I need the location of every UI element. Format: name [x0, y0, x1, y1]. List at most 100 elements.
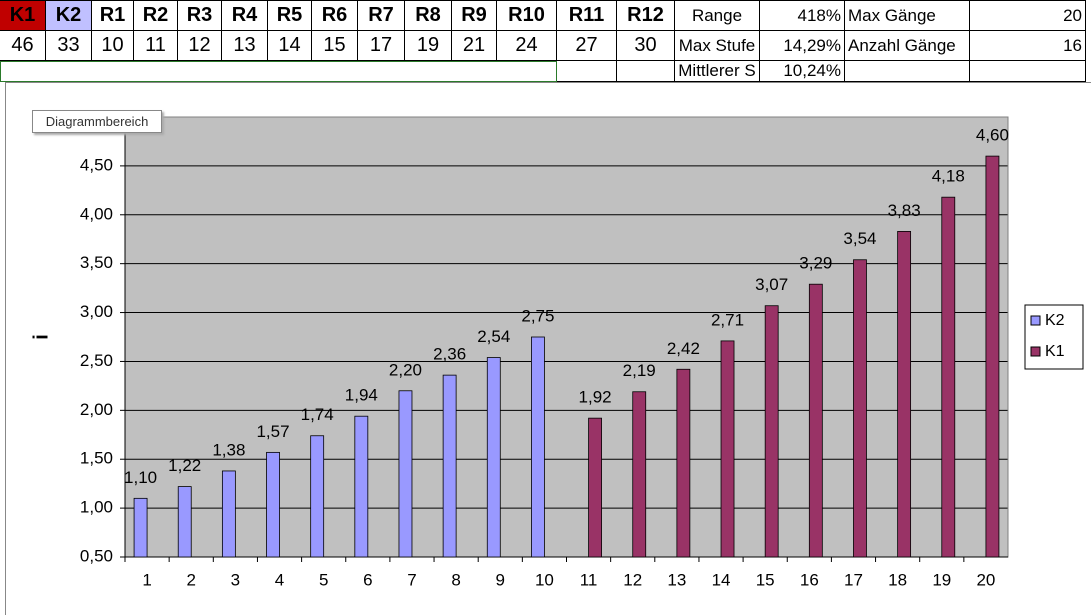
stat-cell[interactable]: 20 — [970, 0, 1086, 31]
x-tick-label: 9 — [496, 570, 505, 589]
value-cell[interactable]: 17 — [358, 31, 405, 61]
stat-cell[interactable]: 418% — [760, 0, 845, 31]
value-cell[interactable]: 27 — [557, 31, 617, 61]
header-cell[interactable]: R6 — [312, 0, 358, 31]
tooltip: Diagrammbereich — [32, 110, 162, 133]
value-cell[interactable]: 15 — [312, 31, 358, 61]
header-cell[interactable]: R9 — [452, 0, 497, 31]
x-tick-label: 5 — [319, 570, 328, 589]
bar — [588, 417, 602, 558]
empty-cell[interactable] — [845, 61, 970, 82]
value-cell[interactable]: 12 — [178, 31, 222, 61]
x-tick-label: 16 — [800, 570, 819, 589]
value-label: 1,22 — [168, 456, 201, 475]
bar — [720, 340, 735, 558]
x-tick-label: 18 — [888, 570, 907, 589]
x-tick-label: 14 — [712, 570, 731, 589]
stat-cell[interactable]: 10,24% — [760, 61, 845, 82]
header-cell[interactable]: R11 — [557, 0, 617, 31]
legend-swatch — [1030, 315, 1041, 326]
value-label: 2,20 — [389, 360, 422, 379]
stat-cell[interactable]: Anzahl Gänge — [845, 31, 970, 61]
header-cell[interactable]: K2 — [46, 0, 92, 31]
legend-label: K2 — [1045, 312, 1065, 329]
bar — [897, 230, 912, 558]
y-tick-label: 4,50 — [80, 155, 113, 174]
x-tick-label: 13 — [667, 570, 686, 589]
bar — [266, 451, 280, 558]
x-tick-label: 4 — [275, 570, 284, 589]
x-tick-label: 7 — [407, 570, 416, 589]
value-label: 1,57 — [256, 422, 289, 441]
stat-cell[interactable]: Range — [675, 0, 760, 31]
value-cell[interactable]: 10 — [92, 31, 134, 61]
empty-cell[interactable] — [970, 61, 1086, 82]
empty-cell[interactable] — [617, 61, 675, 82]
bar — [354, 415, 369, 558]
header-cell[interactable]: R5 — [268, 0, 312, 31]
bar — [177, 486, 192, 558]
x-tick-label: 2 — [186, 570, 195, 589]
header-cell[interactable]: R1 — [92, 0, 134, 31]
value-cell[interactable]: 30 — [617, 31, 675, 61]
header-cell[interactable]: R3 — [178, 0, 222, 31]
value-label: 3,83 — [888, 201, 921, 220]
value-cell[interactable]: 46 — [0, 31, 46, 61]
bar — [985, 155, 1000, 558]
value-label: 3,29 — [799, 254, 832, 273]
stat-cell[interactable]: 14,29% — [760, 31, 845, 61]
bar — [442, 374, 457, 558]
header-cell[interactable]: R4 — [222, 0, 268, 31]
value-label: 2,71 — [711, 310, 744, 329]
value-cell[interactable]: 14 — [268, 31, 312, 61]
value-cell[interactable]: 21 — [452, 31, 497, 61]
legend-swatch — [1030, 346, 1041, 357]
bar — [133, 497, 148, 558]
empty-cell[interactable] — [557, 61, 617, 82]
stat-cell[interactable]: 16 — [970, 31, 1086, 61]
bar — [221, 470, 236, 558]
header-cell[interactable]: K1 — [0, 0, 46, 31]
value-label: 1,74 — [301, 405, 334, 424]
stat-cell[interactable]: Max Gänge — [845, 0, 970, 31]
x-tick-label: 8 — [451, 570, 460, 589]
header-cell[interactable]: R10 — [497, 0, 557, 31]
plot-area — [125, 117, 1008, 557]
value-cell[interactable]: 19 — [405, 31, 452, 61]
stat-cell[interactable]: Mittlerer S — [675, 61, 760, 82]
value-cell[interactable]: 13 — [222, 31, 268, 61]
value-label: 2,36 — [433, 345, 466, 364]
header-cell[interactable]: R8 — [405, 0, 452, 31]
header-cell[interactable]: R2 — [134, 0, 178, 31]
y-tick-label: 0,50 — [80, 546, 113, 565]
value-label: 4,60 — [976, 126, 1009, 145]
x-tick-label: 17 — [844, 570, 863, 589]
x-tick-label: 20 — [976, 570, 995, 589]
header-cell[interactable]: R7 — [358, 0, 405, 31]
bar — [853, 259, 867, 558]
x-tick-label: 1 — [142, 570, 151, 589]
value-label: 1,94 — [345, 386, 378, 405]
stat-cell[interactable]: Max Stufe — [675, 31, 760, 61]
value-label: 2,54 — [477, 327, 510, 346]
value-cell[interactable]: 11 — [134, 31, 178, 61]
x-tick-label: 3 — [231, 570, 240, 589]
value-label: 1,10 — [124, 468, 157, 487]
y-tick-label: 3,00 — [80, 302, 113, 321]
empty-cell[interactable] — [0, 61, 557, 82]
value-label: 2,75 — [521, 306, 554, 325]
value-label: 4,18 — [932, 167, 965, 186]
bar — [941, 196, 956, 558]
value-label: 2,42 — [667, 339, 700, 358]
value-cell[interactable]: 24 — [497, 31, 557, 61]
y-tick-label: 2,50 — [80, 351, 113, 370]
legend-label: K1 — [1045, 343, 1065, 360]
value-cell[interactable]: 33 — [46, 31, 92, 61]
y-tick-label: 4,00 — [80, 204, 113, 223]
bar — [310, 435, 325, 558]
x-tick-label: 6 — [363, 570, 372, 589]
header-cell[interactable]: R12 — [617, 0, 675, 31]
value-label: 2,19 — [623, 361, 656, 380]
x-tick-label: 12 — [623, 570, 642, 589]
y-tick-label: 2,00 — [80, 400, 113, 419]
